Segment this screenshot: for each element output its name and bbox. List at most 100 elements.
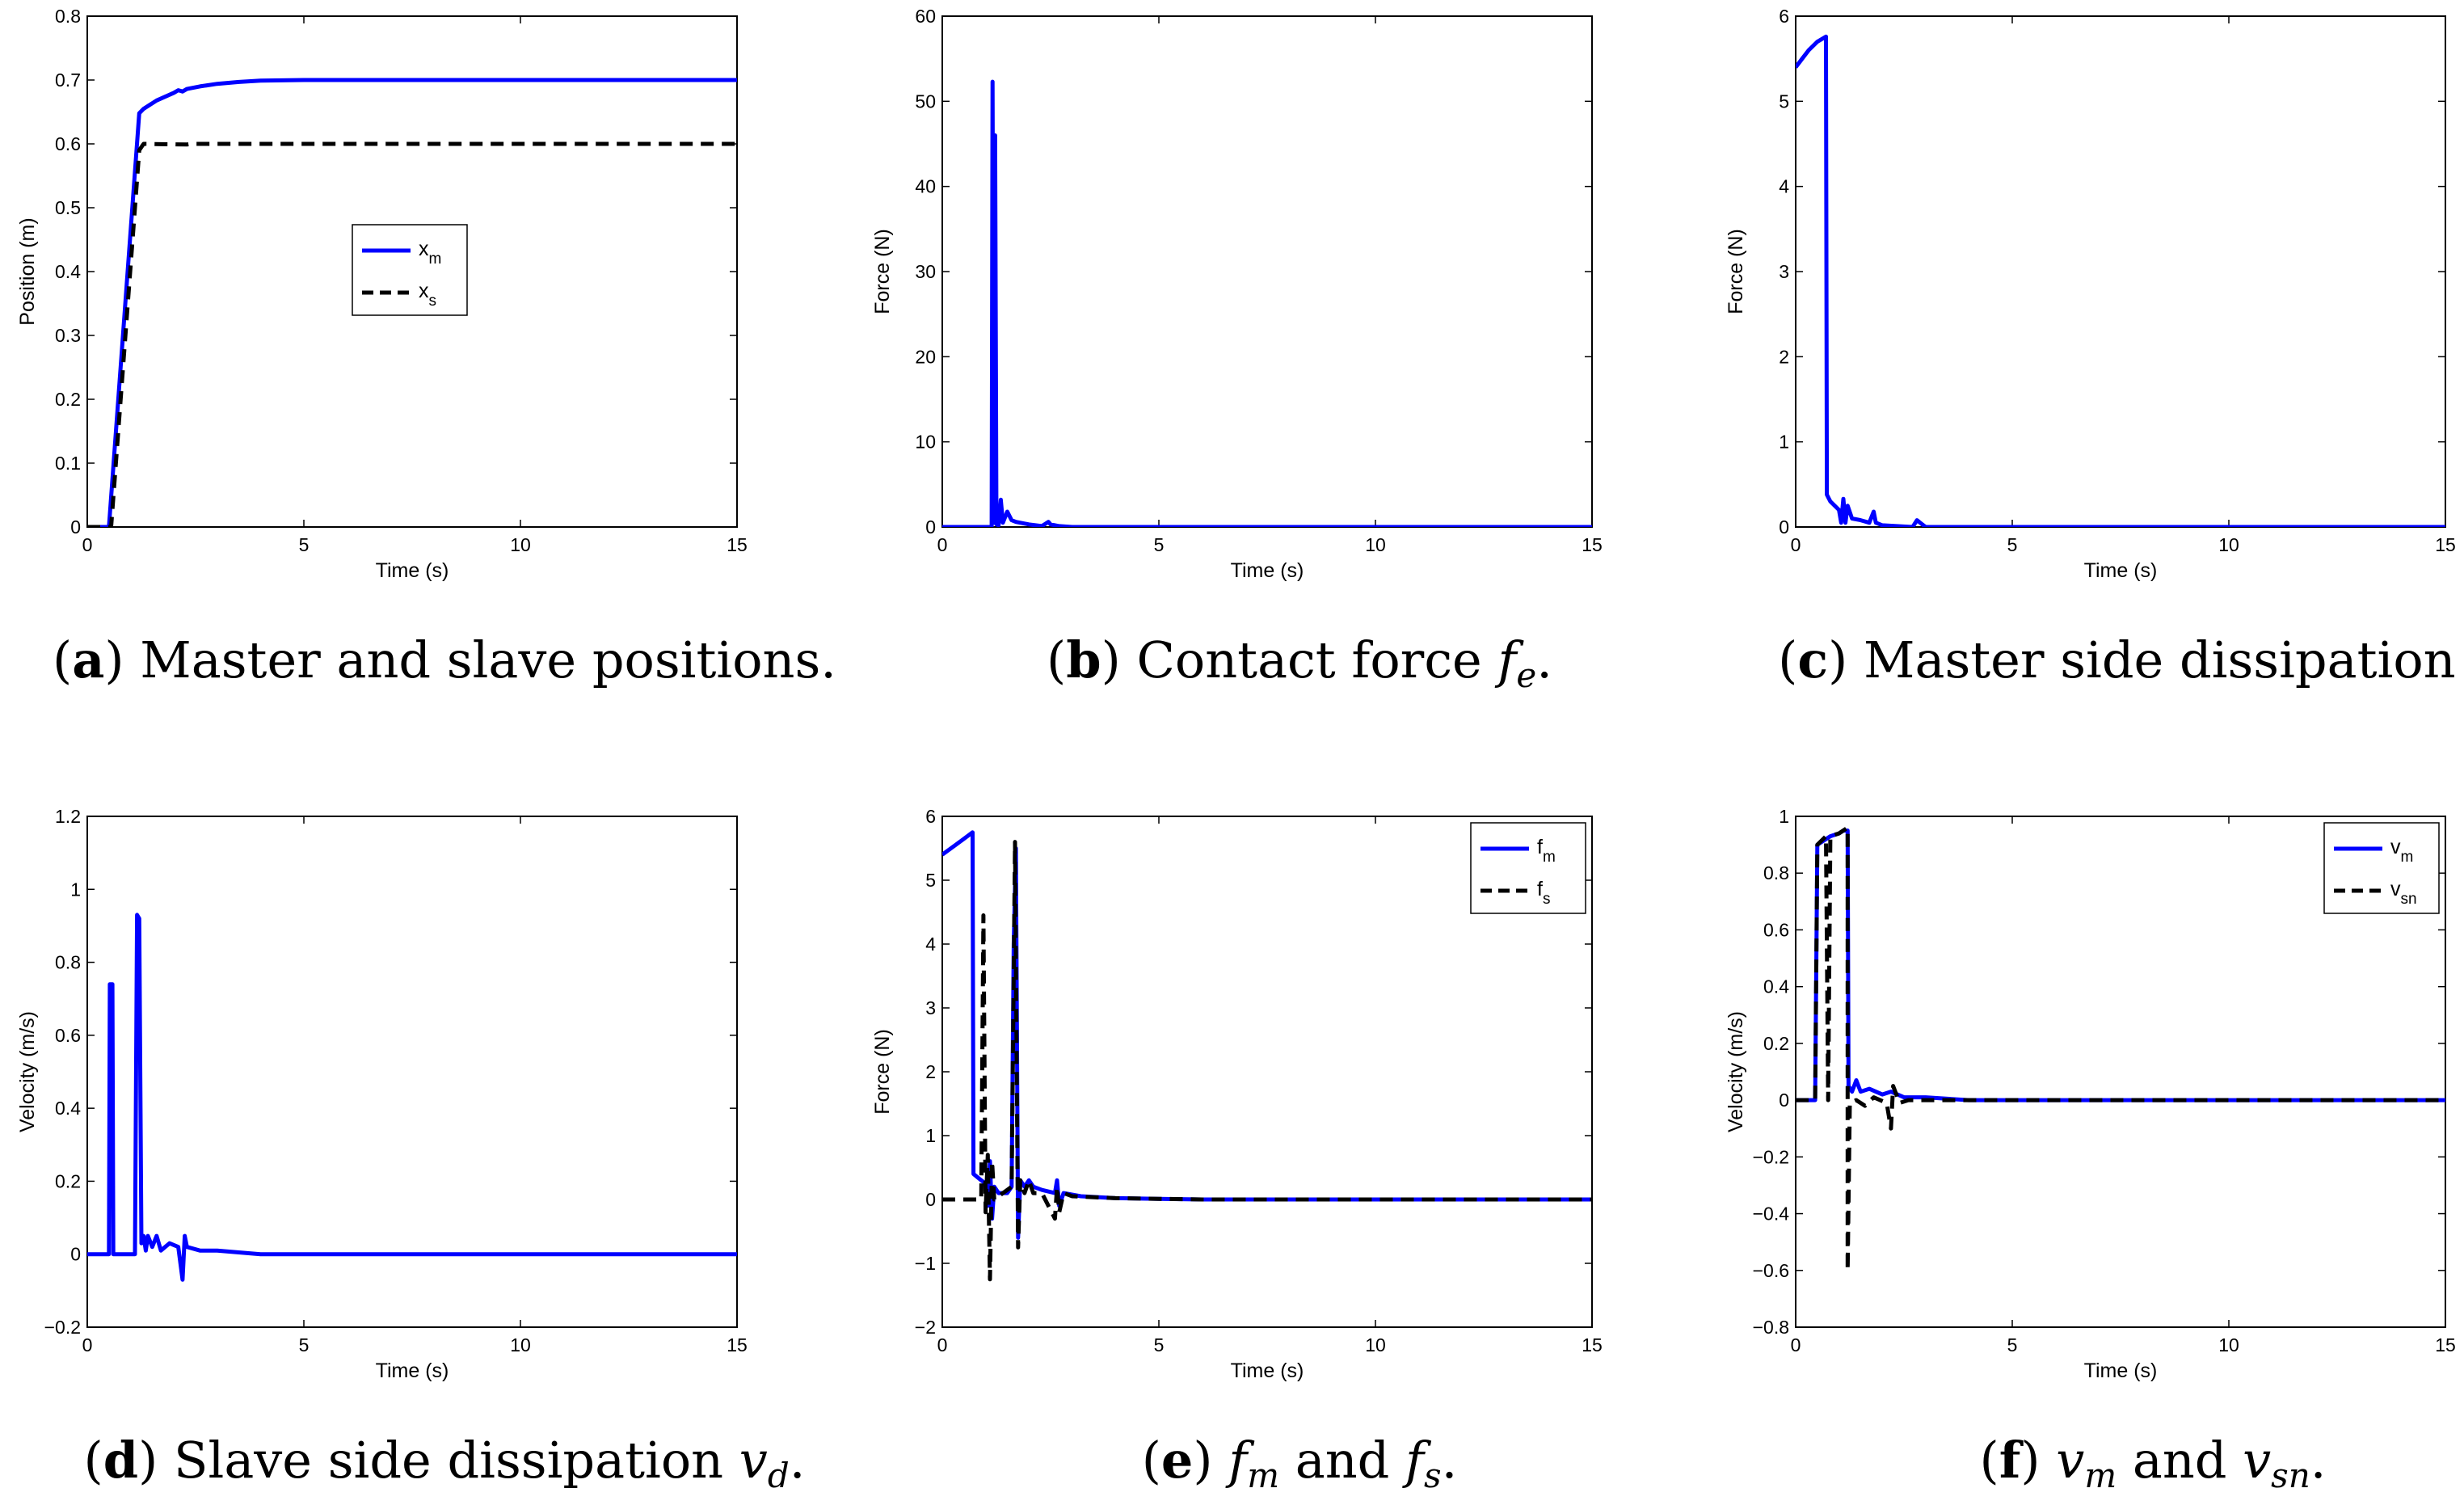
y-axis-label: Position (m) bbox=[16, 217, 39, 325]
y-tick-label: −1 bbox=[915, 1253, 936, 1274]
y-tick-label: 0.2 bbox=[55, 1170, 81, 1191]
y-tick-label: 0.6 bbox=[1763, 919, 1789, 940]
y-tick-label: 0 bbox=[70, 1244, 81, 1265]
series-v-sn bbox=[1796, 825, 2445, 1273]
caption-f: (f) vm and vsn. bbox=[1980, 1431, 2327, 1495]
x-tick-label: 15 bbox=[2435, 1334, 2456, 1355]
y-tick-label: 0.6 bbox=[55, 133, 81, 154]
x-tick-label: 10 bbox=[1365, 534, 1386, 555]
series-v-m bbox=[1796, 828, 2445, 1102]
legend: vm vsn bbox=[2323, 822, 2440, 914]
y-tick-label: 30 bbox=[915, 261, 936, 282]
y-tick-label: 20 bbox=[915, 346, 936, 367]
y-tick-label: 0 bbox=[1779, 516, 1789, 538]
legend: xm xs bbox=[352, 224, 468, 316]
x-axis-label: Time (s) bbox=[2084, 559, 2158, 582]
y-tick-label: 0.8 bbox=[55, 6, 81, 27]
y-tick-label: 10 bbox=[915, 432, 936, 453]
y-tick-label: 5 bbox=[1779, 91, 1789, 112]
x-tick-label: 0 bbox=[1791, 1334, 1801, 1355]
caption-d: (d) Slave side dissipation vd. bbox=[84, 1431, 806, 1495]
panel-f: 0 5 10 15 −0.8 −0.6 −0.4 −0.2 0 0.2 0.4 0.6 0.8 1 Time… bbox=[1725, 806, 2456, 1495]
caption-b: (b) Contact force fe. bbox=[1047, 630, 1552, 695]
panel-b: 0 5 10 15 0 10 20 30 40 50 60 Time (s) Force (N) (b) … bbox=[871, 6, 1603, 695]
y-tick-label: 0.5 bbox=[55, 197, 81, 218]
x-tick-label: 5 bbox=[299, 1334, 310, 1355]
y-tick-label: 0.8 bbox=[55, 952, 81, 973]
x-tick-label: 0 bbox=[937, 534, 948, 555]
y-tick-label: 0.7 bbox=[55, 70, 81, 91]
panel-e: 0 5 10 15 −2 −1 0 1 2 3 4 5 6 Time (s) Force (N) fm fs (e… bbox=[871, 806, 1603, 1495]
y-tick-label: 0.2 bbox=[55, 389, 81, 410]
x-tick-label: 10 bbox=[510, 1334, 531, 1355]
y-tick-label: 6 bbox=[925, 806, 936, 827]
legend-label-f-m: fm bbox=[1537, 836, 1556, 866]
y-tick-label: −0.2 bbox=[44, 1317, 81, 1338]
x-tick-label: 0 bbox=[937, 1334, 948, 1355]
x-tick-label: 10 bbox=[510, 534, 531, 555]
caption-e: (e) fm and fs. bbox=[1142, 1431, 1458, 1495]
series-x-s bbox=[87, 141, 737, 527]
x-axis-label: Time (s) bbox=[1231, 1360, 1304, 1382]
y-tick-label: 0.3 bbox=[55, 325, 81, 346]
x-tick-label: 10 bbox=[2218, 1334, 2239, 1355]
y-tick-label: −0.4 bbox=[1753, 1204, 1790, 1225]
y-tick-label: 1 bbox=[1779, 432, 1789, 453]
x-axis-label: Time (s) bbox=[376, 559, 449, 582]
axes-box bbox=[941, 15, 1593, 528]
y-tick-label: −2 bbox=[915, 1317, 936, 1338]
legend-label-v-m: vm bbox=[2390, 836, 2413, 866]
caption-c: (c) Master side dissipation fd. bbox=[1778, 630, 2464, 695]
series-x-m bbox=[87, 78, 737, 527]
y-tick-label: −0.6 bbox=[1753, 1260, 1789, 1281]
y-tick-label: 5 bbox=[925, 870, 936, 891]
legend-label-v-sn: vsn bbox=[2390, 878, 2417, 908]
panel-c: 0 5 10 15 0 1 2 3 4 5 6 Time (s) Force (N) (c) Master… bbox=[1725, 6, 2464, 695]
series-f-d bbox=[1796, 34, 2445, 527]
y-tick-label: −0.2 bbox=[1753, 1146, 1789, 1167]
y-tick-label: 3 bbox=[925, 997, 936, 1018]
y-tick-label: 0.4 bbox=[55, 261, 81, 282]
y-tick-label: 0 bbox=[1779, 1090, 1789, 1111]
y-axis-label: Force (N) bbox=[871, 229, 894, 314]
y-tick-label: 0 bbox=[925, 516, 936, 538]
y-axis-label: Velocity (m/s) bbox=[1725, 1011, 1747, 1132]
y-tick-label: 6 bbox=[1779, 6, 1789, 27]
y-tick-label: 1.2 bbox=[55, 806, 81, 827]
y-tick-label: 3 bbox=[1779, 261, 1789, 282]
y-tick-label: 0 bbox=[70, 516, 81, 538]
legend: fm fs bbox=[1470, 822, 1586, 914]
x-tick-label: 10 bbox=[1365, 1334, 1386, 1355]
legend-label-f-s: fs bbox=[1537, 878, 1550, 908]
panel-a: 0 5 10 15 0 0.1 0.2 0.3 0.4 0.5 0.6 0.7 0.8 Time (s) P… bbox=[16, 6, 836, 689]
series-f-e bbox=[942, 79, 1592, 527]
x-tick-label: 5 bbox=[1154, 534, 1165, 555]
y-tick-label: 60 bbox=[915, 6, 936, 27]
x-tick-label: 15 bbox=[727, 1334, 748, 1355]
x-tick-label: 15 bbox=[727, 534, 748, 555]
x-tick-label: 0 bbox=[82, 1334, 93, 1355]
y-tick-label: 1 bbox=[925, 1125, 936, 1146]
y-tick-label: 4 bbox=[925, 934, 936, 955]
legend-box bbox=[352, 224, 468, 316]
y-tick-label: 0.1 bbox=[55, 453, 81, 474]
x-tick-label: 5 bbox=[2007, 1334, 2018, 1355]
y-tick-label: 40 bbox=[915, 176, 936, 197]
legend-box bbox=[2323, 822, 2440, 914]
legend-label-x-m: xm bbox=[419, 238, 441, 268]
y-tick-label: 4 bbox=[1779, 176, 1789, 197]
y-tick-label: 2 bbox=[1779, 346, 1789, 367]
y-tick-label: 0.6 bbox=[55, 1025, 81, 1046]
y-tick-label: 50 bbox=[915, 91, 936, 112]
legend-box bbox=[1470, 822, 1586, 914]
x-tick-label: 5 bbox=[2007, 534, 2018, 555]
x-axis-label: Time (s) bbox=[1231, 559, 1304, 582]
x-tick-label: 0 bbox=[82, 534, 93, 555]
x-tick-label: 15 bbox=[1582, 1334, 1603, 1355]
y-tick-label: 0.8 bbox=[1763, 862, 1789, 883]
y-axis-label: Velocity (m/s) bbox=[16, 1011, 39, 1132]
y-tick-label: 0.4 bbox=[55, 1098, 81, 1119]
x-tick-label: 5 bbox=[1154, 1334, 1165, 1355]
y-tick-label: −0.8 bbox=[1753, 1317, 1789, 1338]
